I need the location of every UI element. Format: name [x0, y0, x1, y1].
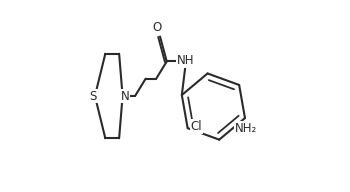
Text: S: S	[89, 89, 97, 103]
Text: NH₂: NH₂	[235, 122, 257, 135]
Text: N: N	[120, 89, 129, 103]
Text: O: O	[153, 21, 162, 34]
Text: Cl: Cl	[190, 120, 202, 133]
Text: NH: NH	[177, 54, 195, 67]
